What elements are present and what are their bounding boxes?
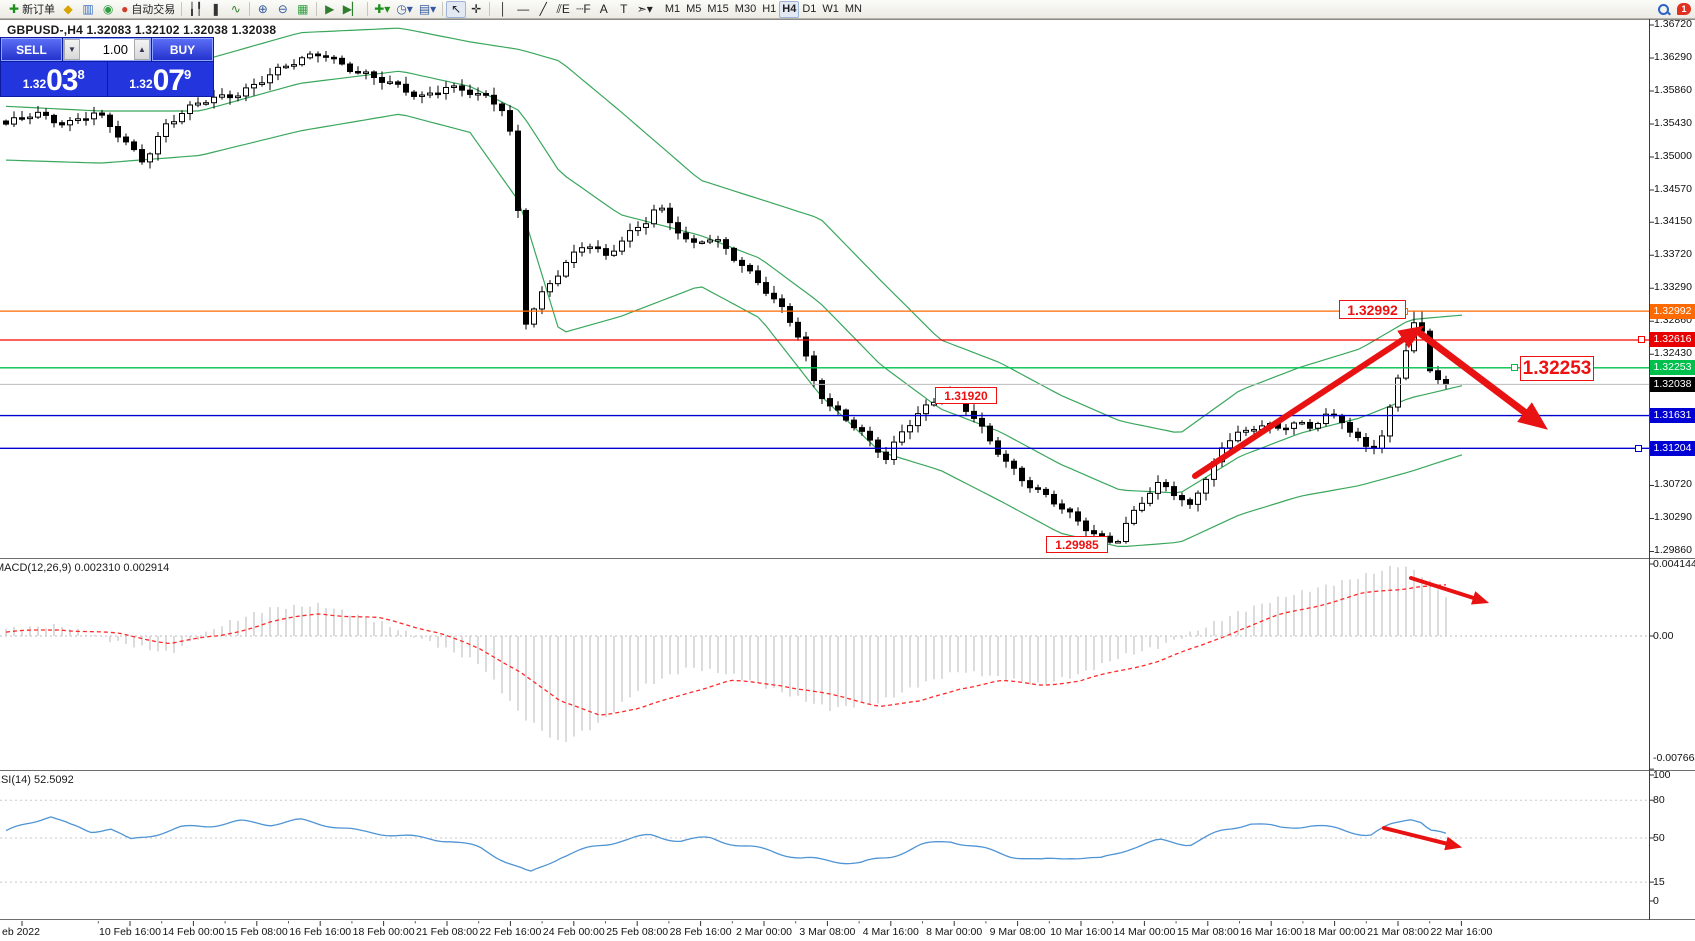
chart-ohlc-header: GBPUSD-,H4 1.32083 1.32102 1.32038 1.320… (7, 23, 277, 37)
new-order-button[interactable]: ✚ 新订单 (6, 1, 58, 18)
vertical-line-icon: │ (499, 2, 507, 16)
chart-shift-button[interactable]: ▶▏ (340, 1, 364, 18)
timeframe-m1[interactable]: M1 (664, 3, 681, 15)
toolbar-buttons: ✚ 新订单 ◆ ▥ ◉ ● 自动交易 ╽╿ ❚ ∿ ⊕ ⊖ ▦ ▶ ▶▏ ✚▾ ◷▾ ▤▾ ↖ ✛ │ — ╱ ⫽E ┈F A T ➣… (0, 0, 656, 18)
arrows-icon: ➣▾ (636, 2, 653, 16)
horizontal-line-button[interactable]: — (513, 1, 533, 18)
vertical-line-button[interactable]: │ (493, 1, 513, 18)
add-indicator-icon: ✚▾ (374, 2, 391, 16)
fibonacci-icon: ┈F (576, 2, 591, 16)
auto-trading-button-label: 自动交易 (131, 4, 176, 16)
buy-button[interactable]: BUY (152, 38, 213, 61)
text-label-icon: T (620, 2, 628, 16)
timeframe-m5[interactable]: M5 (686, 3, 702, 15)
crosshair-button[interactable]: ✛ (466, 1, 486, 18)
templates-button[interactable]: ▤▾ (416, 1, 439, 18)
timeframe-m15[interactable]: M15 (707, 3, 729, 15)
toolbar-separator (181, 2, 183, 16)
zoom-out-icon: ⊖ (277, 2, 288, 16)
timeframe-w1[interactable]: W1 (822, 3, 839, 15)
toolbar-right: 1 (1658, 3, 1695, 15)
zoom-in-icon: ⊕ (257, 2, 268, 16)
bar-chart-icon: ╽╿ (188, 2, 203, 16)
price-chart-panel[interactable] (0, 19, 1695, 559)
price-axis-border (1649, 19, 1650, 920)
text-button[interactable]: A (594, 1, 614, 18)
timeframe-h4[interactable]: H4 (779, 0, 800, 18)
templates-icon: ▤▾ (418, 2, 437, 16)
new-order-icon: ✚ (9, 2, 20, 16)
crosshair-icon: ✛ (471, 2, 482, 16)
timeframe-d1[interactable]: D1 (802, 3, 817, 15)
equidistant-channel-icon: ⫽E (556, 2, 570, 16)
signals-icon: ◉ (102, 2, 114, 16)
candlestick-chart-button[interactable]: ❚ (206, 1, 226, 18)
trendline-icon: ╱ (539, 2, 547, 16)
profiles-icon: ◆ (63, 2, 73, 16)
timeframe-bar: M1 M5 M15 M30 H1 H4 D1 W1 MN (662, 0, 865, 18)
toolbar: ✚ 新订单 ◆ ▥ ◉ ● 自动交易 ╽╿ ❚ ∿ ⊕ ⊖ ▦ ▶ ▶▏ ✚▾ ◷▾ ▤▾ ↖ ✛ │ — ╱ ⫽E ┈F A T ➣… (0, 0, 1695, 19)
cursor-button[interactable]: ↖ (446, 0, 467, 18)
macd-panel[interactable] (0, 559, 1695, 771)
toolbar-separator (489, 2, 491, 16)
candlestick-chart-icon: ❚ (210, 2, 221, 16)
rsi-panel[interactable] (0, 771, 1695, 920)
arrows-button[interactable]: ➣▾ (634, 1, 656, 18)
zoom-out-button[interactable]: ⊖ (273, 1, 293, 18)
add-indicator-button[interactable]: ✚▾ (371, 1, 393, 18)
market-watch-button[interactable]: ▥ (78, 1, 98, 18)
timeframe-m30[interactable]: M30 (734, 3, 757, 15)
zoom-in-button[interactable]: ⊕ (253, 1, 273, 18)
horizontal-line-icon: — (517, 2, 530, 16)
volume-field[interactable]: ▼ 1.00 ▲ (63, 38, 151, 61)
volume-decrease-button[interactable]: ▼ (64, 39, 80, 60)
toolbar-separator (367, 2, 369, 16)
chart-shift-icon: ▶▏ (342, 2, 362, 16)
fibonacci-button[interactable]: ┈F (573, 1, 594, 18)
auto-scroll-button[interactable]: ▶ (320, 1, 340, 18)
equidistant-channel-button[interactable]: ⫽E (553, 1, 573, 18)
search-icon[interactable] (1658, 3, 1669, 15)
signals-button[interactable]: ◉ (98, 1, 118, 18)
market-watch-icon: ▥ (82, 2, 94, 16)
profiles-button[interactable]: ◆ (58, 1, 78, 18)
auto-trading-icon: ● (121, 2, 129, 16)
periods-button[interactable]: ◷▾ (393, 1, 416, 18)
tile-windows-button[interactable]: ▦ (293, 1, 313, 18)
volume-increase-button[interactable]: ▲ (134, 39, 150, 60)
timeframe-mn[interactable]: MN (844, 3, 862, 15)
sell-button[interactable]: SELL (1, 38, 62, 61)
toolbar-separator (442, 2, 444, 16)
text-label-button[interactable]: T (614, 1, 634, 18)
toolbar-separator (315, 2, 317, 16)
bar-chart-button[interactable]: ╽╿ (185, 1, 205, 18)
alert-badge-icon[interactable]: 1 (1677, 3, 1691, 15)
rsi-label: RSI(14) 52.5092 (0, 774, 74, 786)
bid-price[interactable]: 1.32 03 8 (1, 62, 107, 96)
ask-price[interactable]: 1.32 07 9 (107, 62, 213, 96)
auto-trading-button[interactable]: ● 自动交易 (118, 1, 178, 18)
trendline-button[interactable]: ╱ (533, 1, 553, 18)
line-chart-icon: ∿ (230, 2, 241, 16)
tile-windows-icon: ▦ (297, 2, 309, 16)
auto-scroll-icon: ▶ (325, 2, 335, 16)
volume-value[interactable]: 1.00 (102, 42, 128, 57)
periods-icon: ◷▾ (396, 2, 413, 16)
toolbar-separator (248, 2, 250, 16)
macd-label: MACD(12,26,9) 0.002310 0.002914 (0, 562, 170, 574)
text-icon: A (599, 2, 608, 16)
line-chart-button[interactable]: ∿ (226, 1, 246, 18)
one-click-trading-widget: SELL ▼ 1.00 ▲ BUY 1.32 03 8 1.32 07 9 (0, 37, 214, 97)
new-order-button-label: 新订单 (22, 4, 56, 16)
timeframe-h1[interactable]: H1 (762, 3, 777, 15)
cursor-icon: ↖ (451, 2, 462, 16)
